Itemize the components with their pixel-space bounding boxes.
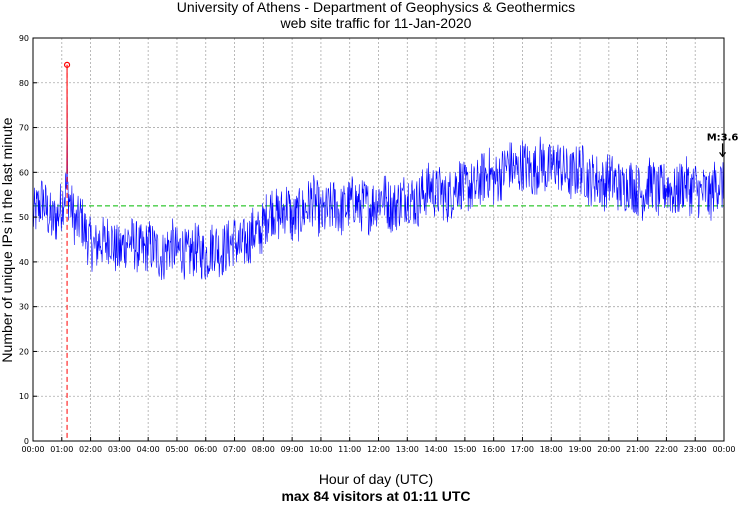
x-tick-label-5: 05:00 bbox=[165, 445, 188, 454]
grid bbox=[33, 38, 724, 441]
x-tick-label-3: 03:00 bbox=[108, 445, 131, 454]
x-tick-label-10: 10:00 bbox=[309, 445, 332, 454]
y-tick-label-1: 10 bbox=[19, 392, 29, 401]
max-visitors-note: max 84 visitors at 01:11 UTC bbox=[281, 488, 470, 504]
x-tick-label-0: 00:00 bbox=[21, 445, 44, 454]
x-tick-label-24: 00:00 bbox=[712, 445, 735, 454]
annotation-arrow-icon bbox=[719, 143, 727, 158]
y-tick-label-7: 70 bbox=[19, 124, 29, 133]
y-tick-label-2: 20 bbox=[19, 347, 29, 356]
y-tick-labels: 0 10 20 30 40 50 60 70 80 90 bbox=[19, 34, 37, 446]
x-tick-label-12: 12:00 bbox=[367, 445, 390, 454]
x-tick-label-16: 16:00 bbox=[482, 445, 505, 454]
chart-subtitle: web site traffic for 11-Jan-2020 bbox=[280, 15, 472, 31]
y-tick-label-5: 50 bbox=[19, 213, 29, 222]
annotation-group: M:3.6 bbox=[707, 132, 739, 158]
max-marker-group bbox=[63, 61, 71, 441]
y-tick-label-3: 30 bbox=[19, 303, 29, 312]
x-tick-label-22: 22:00 bbox=[655, 445, 678, 454]
y-tick-label-6: 60 bbox=[19, 168, 29, 177]
y-tick-label-9: 90 bbox=[19, 34, 29, 43]
x-tick-label-20: 20:00 bbox=[597, 445, 620, 454]
x-tick-label-2: 02:00 bbox=[79, 445, 102, 454]
chart-title: University of Athens - Department of Geo… bbox=[177, 0, 575, 15]
max-point-marker bbox=[63, 61, 71, 68]
x-tick-label-17: 17:00 bbox=[511, 445, 534, 454]
series-group bbox=[32, 64, 724, 281]
y-tick-label-8: 80 bbox=[19, 79, 29, 88]
y-axis-label: Number of unique IPs in the last minute bbox=[0, 117, 15, 362]
annotation-label: M:3.6 bbox=[707, 132, 739, 143]
x-tick-label-9: 09:00 bbox=[281, 445, 304, 454]
x-tick-label-21: 21:00 bbox=[626, 445, 649, 454]
x-tick-label-18: 18:00 bbox=[540, 445, 563, 454]
x-tick-label-1: 01:00 bbox=[50, 445, 73, 454]
x-tick-label-7: 07:00 bbox=[223, 445, 246, 454]
y-tick-label-4: 40 bbox=[19, 258, 29, 267]
x-axis-label: Hour of day (UTC) bbox=[319, 471, 433, 487]
x-tick-label-13: 13:00 bbox=[396, 445, 419, 454]
x-tick-label-23: 23:00 bbox=[684, 445, 707, 454]
x-tick-label-11: 11:00 bbox=[338, 445, 361, 454]
x-tick-label-8: 08:00 bbox=[252, 445, 275, 454]
y-tick-label-0: 0 bbox=[24, 437, 29, 446]
x-tick-label-6: 06:00 bbox=[194, 445, 217, 454]
x-tick-label-4: 04:00 bbox=[137, 445, 160, 454]
series-line-unique-ips bbox=[32, 64, 724, 281]
x-tick-label-19: 19:00 bbox=[569, 445, 592, 454]
x-tick-labels: 00:00 01:00 02:00 03:00 04:00 05:00 06:00 07:00… bbox=[21, 437, 736, 454]
x-tick-label-15: 15:00 bbox=[453, 445, 476, 454]
x-tick-label-14: 14:00 bbox=[425, 445, 448, 454]
